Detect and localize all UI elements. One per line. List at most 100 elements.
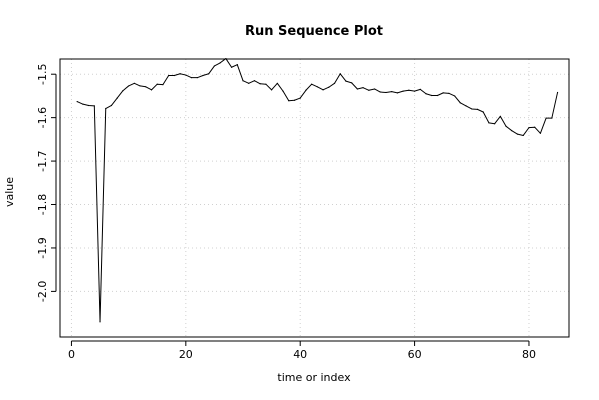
data-point xyxy=(248,82,250,84)
data-point xyxy=(208,73,210,75)
data-point xyxy=(448,92,450,94)
data-point xyxy=(173,74,175,77)
data-point xyxy=(282,90,284,92)
data-point xyxy=(190,77,193,79)
data-point xyxy=(288,100,290,102)
data-point xyxy=(528,127,530,129)
data-point xyxy=(482,111,484,113)
data-point xyxy=(133,82,135,84)
data-point xyxy=(413,90,416,92)
data-point xyxy=(379,91,381,93)
data-point xyxy=(436,94,439,97)
data-point xyxy=(505,125,507,127)
data-point xyxy=(534,126,536,128)
data-point xyxy=(82,103,84,105)
data-point xyxy=(545,117,547,119)
y-axis-label: value xyxy=(3,177,16,207)
data-point xyxy=(93,105,95,107)
series-layer xyxy=(76,57,559,323)
data-point xyxy=(128,85,130,87)
data-point xyxy=(316,86,318,88)
data-point xyxy=(396,92,399,94)
data-point xyxy=(459,102,461,104)
data-point xyxy=(339,73,341,75)
data-point xyxy=(88,104,90,107)
data-point xyxy=(213,65,216,67)
data-point xyxy=(345,80,347,82)
data-point xyxy=(328,86,330,88)
data-point xyxy=(305,89,307,91)
data-point xyxy=(494,123,496,125)
data-point xyxy=(499,115,501,117)
data-point xyxy=(179,73,181,75)
y-tick-label: -2.0 xyxy=(36,281,49,302)
x-tick-label: 0 xyxy=(68,348,75,361)
data-point xyxy=(333,82,336,84)
data-point xyxy=(196,77,198,79)
data-point xyxy=(276,82,278,84)
data-point xyxy=(408,89,410,91)
data-point xyxy=(522,134,524,137)
data-point xyxy=(230,66,233,68)
x-tick-label: 20 xyxy=(179,348,193,361)
data-point xyxy=(322,89,324,91)
data-point xyxy=(293,99,296,101)
data-point xyxy=(253,80,256,82)
plot-frame xyxy=(59,58,570,338)
data-point xyxy=(539,132,542,134)
data-point xyxy=(271,89,273,91)
data-point xyxy=(351,82,353,84)
data-point xyxy=(476,108,479,110)
data-point xyxy=(76,100,78,103)
data-point xyxy=(99,321,101,323)
data-point xyxy=(236,64,238,66)
data-point xyxy=(556,91,559,94)
data-point xyxy=(219,62,221,64)
data-point xyxy=(145,86,147,88)
x-axis-label: time or index xyxy=(277,371,351,384)
data-point xyxy=(385,91,387,94)
data-point xyxy=(150,89,153,91)
data-point xyxy=(110,104,113,107)
data-point xyxy=(454,95,456,97)
data-point xyxy=(265,83,267,85)
data-point xyxy=(162,84,164,86)
data-point xyxy=(168,74,170,77)
data-point xyxy=(362,87,364,89)
grid-lines xyxy=(60,59,569,337)
data-point xyxy=(259,83,261,85)
data-point xyxy=(202,74,204,77)
data-point xyxy=(425,93,427,95)
data-point xyxy=(368,89,370,91)
data-point xyxy=(156,83,158,85)
y-tick-label: -1.9 xyxy=(36,237,49,258)
data-point xyxy=(311,83,313,85)
data-point xyxy=(511,130,513,132)
data-point xyxy=(465,105,467,107)
y-tick-label: -1.5 xyxy=(36,63,49,84)
data-point xyxy=(419,88,421,91)
data-point xyxy=(391,90,393,93)
x-tick-label: 40 xyxy=(293,348,307,361)
data-point xyxy=(431,94,433,97)
chart-title: Run Sequence Plot xyxy=(245,24,383,39)
data-point xyxy=(139,85,141,87)
series-line-0 xyxy=(76,58,559,323)
data-point xyxy=(442,92,444,94)
x-axis: 0 20 40 60 80 xyxy=(68,340,536,361)
y-tick-label: -1.8 xyxy=(36,194,49,215)
data-point xyxy=(122,90,124,92)
y-axis: -2.0 -1.9 -1.8 -1.7 -1.6 -1.5 xyxy=(36,63,57,302)
data-point xyxy=(299,97,301,99)
data-point xyxy=(471,108,473,110)
y-tick-label: -1.7 xyxy=(36,150,49,171)
data-point xyxy=(242,80,244,82)
data-point xyxy=(551,117,553,119)
data-point xyxy=(185,74,187,76)
data-point xyxy=(373,88,376,90)
y-tick-label: -1.6 xyxy=(36,107,49,128)
data-point xyxy=(116,97,118,99)
data-point xyxy=(402,90,404,92)
